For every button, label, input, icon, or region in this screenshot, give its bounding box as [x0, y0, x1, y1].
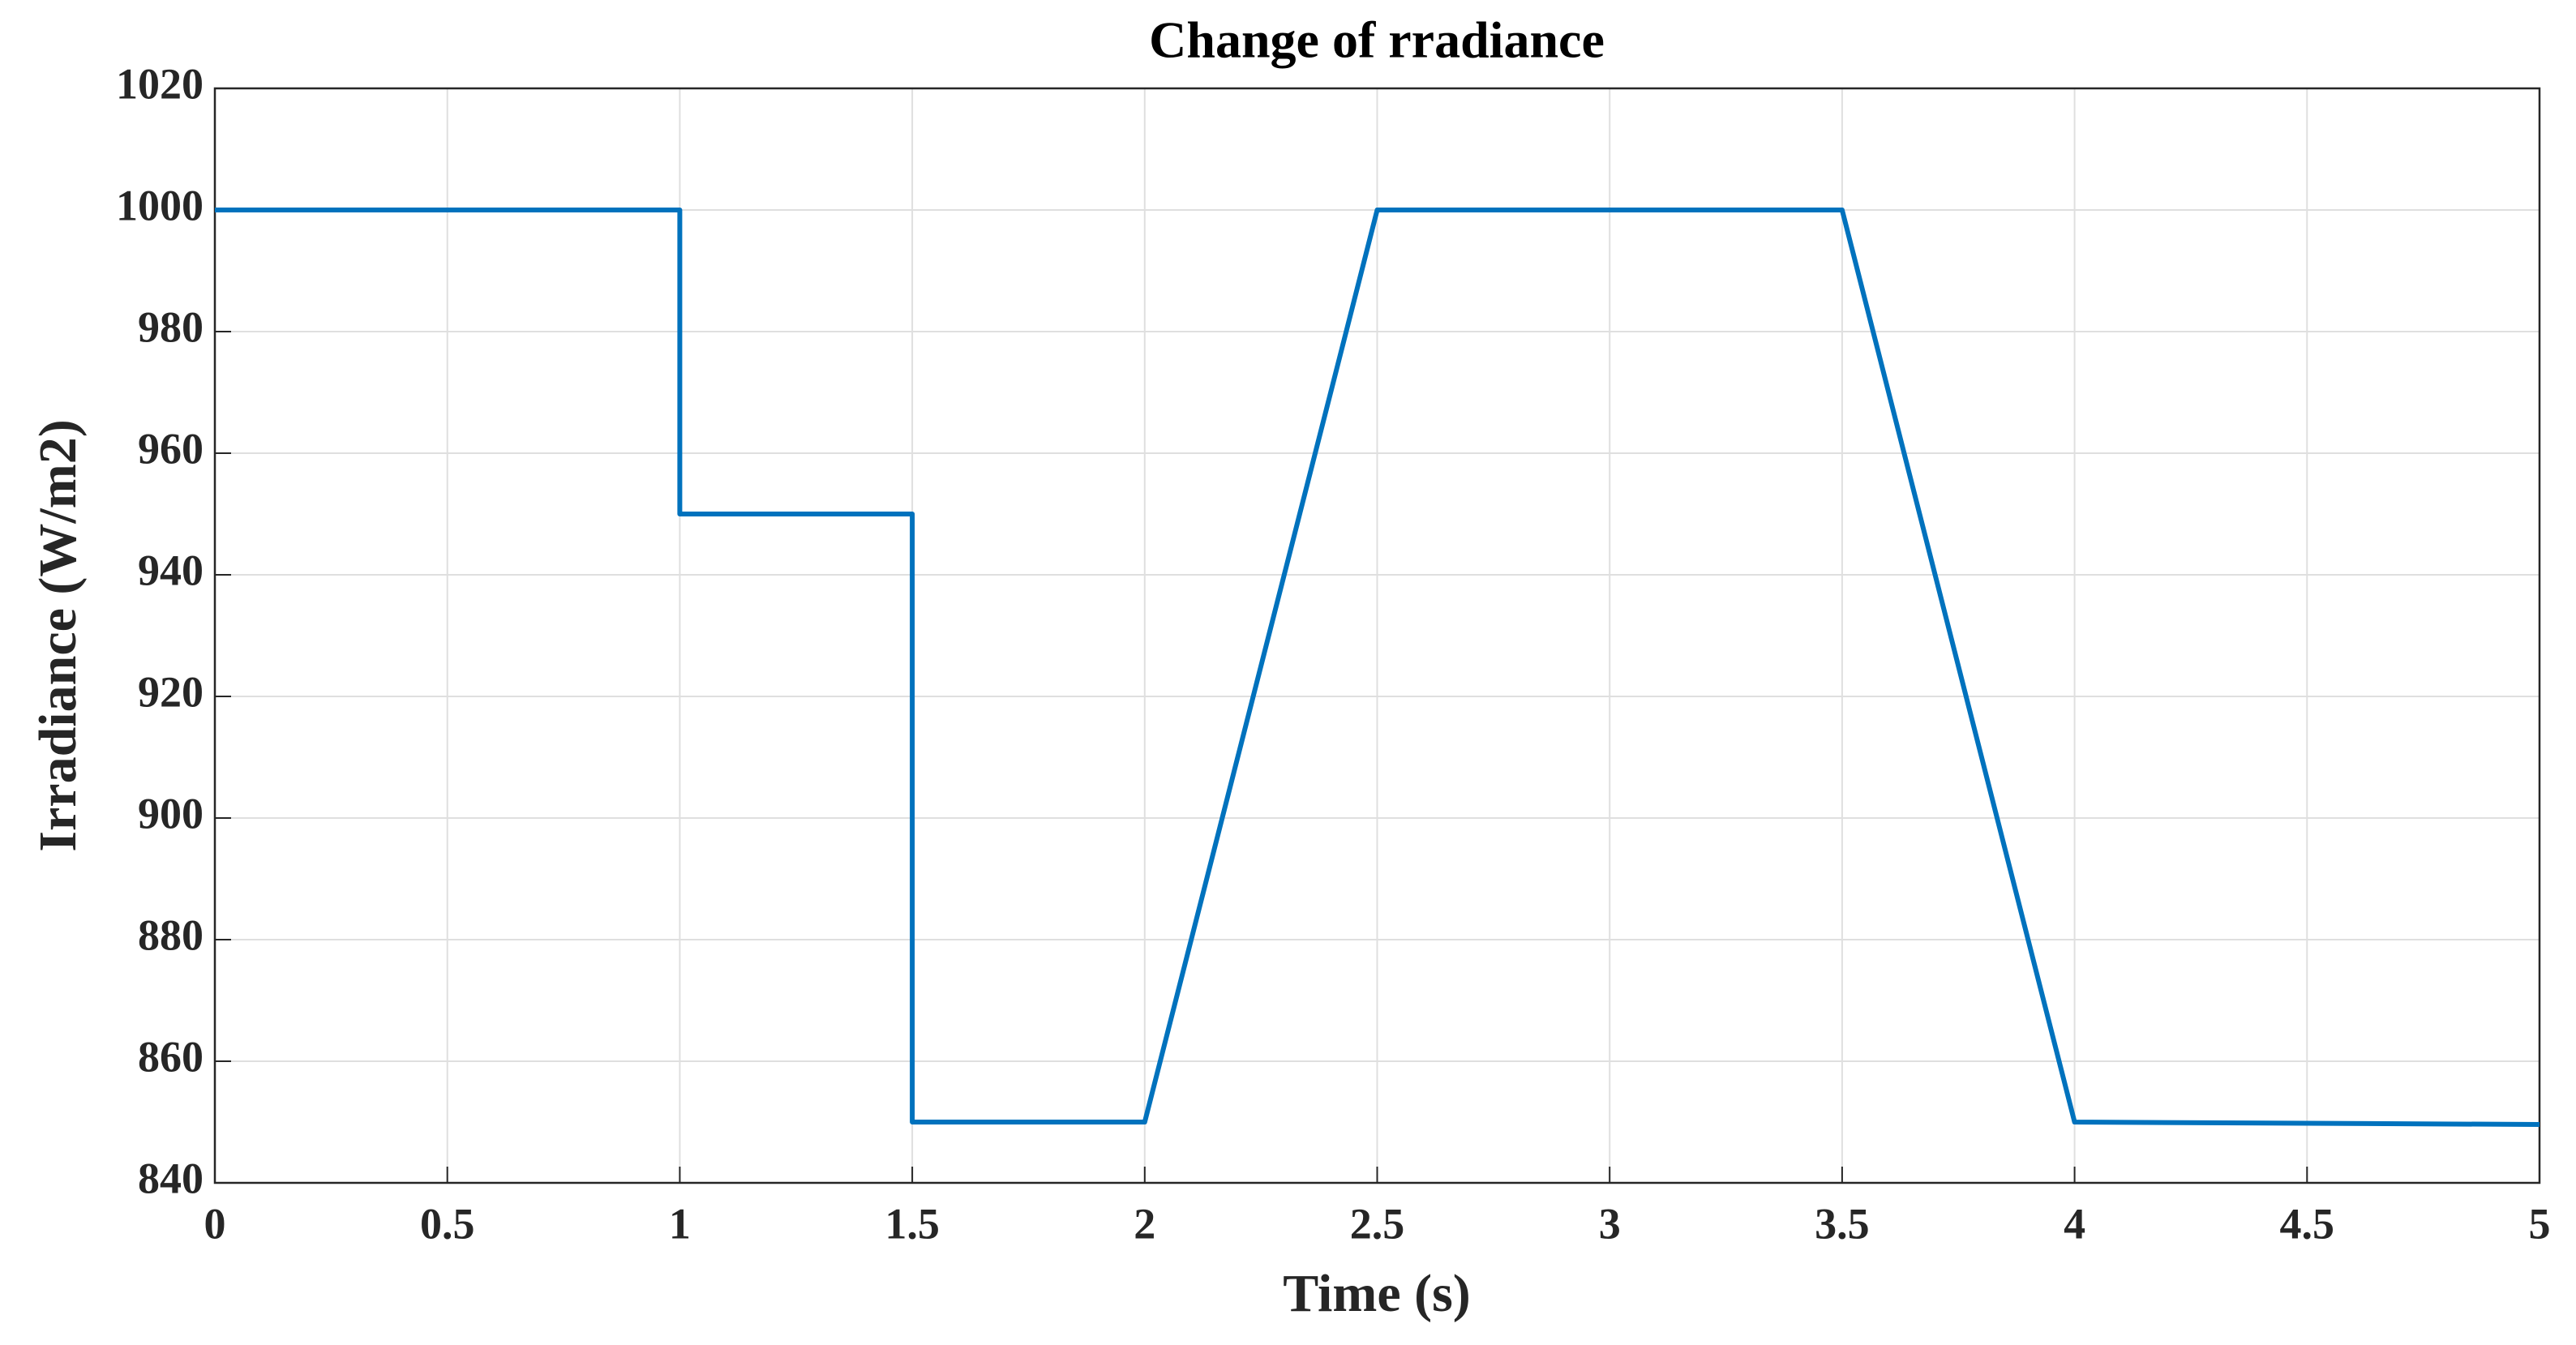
y-tick-label: 960: [138, 424, 204, 473]
x-tick-label: 1.5: [885, 1199, 940, 1248]
x-tick-label: 1: [669, 1199, 691, 1248]
x-tick-label: 3: [1599, 1199, 1621, 1248]
x-tick-label: 0: [204, 1199, 226, 1248]
y-tick-label: 980: [138, 302, 204, 351]
y-tick-label: 1000: [116, 181, 204, 229]
x-axis-label: Time (s): [1283, 1264, 1471, 1323]
y-tick-label: 920: [138, 667, 204, 716]
y-tick-label: 840: [138, 1154, 204, 1202]
y-tick-label: 900: [138, 789, 204, 837]
y-axis-label: Irradiance (W/m2): [28, 419, 88, 851]
data-line: [215, 208, 2540, 1127]
y-tick-label: 1020: [116, 59, 204, 108]
x-tick-label: 0.5: [420, 1199, 475, 1248]
x-tick-label: 4: [2064, 1199, 2085, 1248]
x-tick-label: 2: [1134, 1199, 1155, 1248]
y-tick-label: 860: [138, 1032, 204, 1081]
x-tick-label: 5: [2529, 1199, 2551, 1248]
y-tick-label: 880: [138, 910, 204, 959]
x-tick-label: 3.5: [1815, 1199, 1870, 1248]
axes-box: [213, 87, 2541, 1184]
y-tick-label: 940: [138, 546, 204, 594]
chart-title: Change of rradiance: [1149, 11, 1605, 69]
x-tick-label: 2.5: [1350, 1199, 1405, 1248]
x-tick-label: 4.5: [2280, 1199, 2335, 1248]
